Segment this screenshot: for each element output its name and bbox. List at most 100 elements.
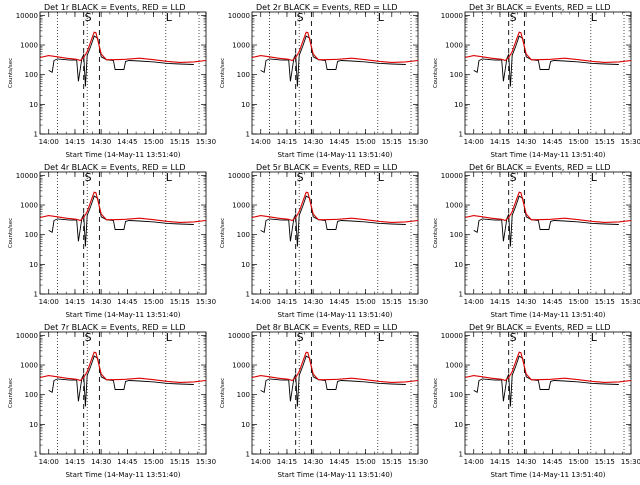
x-tick-label: 15:15: [382, 138, 402, 146]
plot-frame: [464, 11, 632, 135]
x-tick-label: 14:15: [490, 458, 510, 466]
top-marker-s: S: [297, 331, 304, 344]
y-tick-label: 1000: [20, 362, 38, 370]
y-axis-label: Counts/sec: [433, 58, 439, 88]
plot-frame: [251, 171, 419, 295]
x-tick-label: 15:30: [196, 138, 216, 146]
x-axis-label: Start Time (14-May-11 13:51:40): [490, 311, 605, 319]
x-tick-label: 14:45: [542, 298, 562, 306]
y-tick-label: 10000: [228, 172, 250, 180]
y-tick-label: 10: [454, 101, 463, 109]
x-tick-label: 14:30: [91, 458, 111, 466]
plot-frame: [251, 331, 419, 455]
panel-title: Det 6r BLACK = Events, RED = LLD: [469, 163, 611, 172]
y-axis-label: Counts/sec: [8, 218, 14, 248]
x-tick-label: 15:30: [196, 298, 216, 306]
top-marker-l: L: [591, 11, 598, 24]
y-tick-label: 1: [459, 131, 463, 139]
y-tick-label: 1000: [445, 42, 463, 50]
y-tick-label: 10000: [228, 332, 250, 340]
plot-frame: [39, 331, 207, 455]
panel-title: Det 8r BLACK = Events, RED = LLD: [256, 323, 398, 332]
y-tick-label: 10: [29, 421, 38, 429]
panel-det-3: Det 3r BLACK = Events, RED = LLD Counts/s…: [433, 3, 640, 159]
y-tick-label: 1: [34, 131, 38, 139]
top-marker-s: S: [510, 331, 517, 344]
x-tick-label: 15:00: [355, 458, 375, 466]
x-tick-label: 14:00: [39, 458, 59, 466]
y-tick-label: 1: [459, 291, 463, 299]
panel-det-1: Det 1r BLACK = Events, RED = LLD Counts/s…: [8, 3, 216, 159]
panel-det-2: Det 2r BLACK = Events, RED = LLD Counts/s…: [220, 3, 428, 159]
x-tick-label: 15:15: [170, 298, 190, 306]
x-tick-label: 15:30: [408, 298, 428, 306]
series-events-black: [473, 35, 619, 87]
series-lld-red: [39, 351, 207, 383]
top-marker-s: S: [85, 11, 92, 24]
y-tick-label: 1: [246, 291, 250, 299]
plot-frame: [464, 331, 632, 455]
x-axis-label: Start Time (14-May-11 13:51:40): [490, 151, 605, 159]
top-marker-s: S: [85, 331, 92, 344]
x-tick-label: 15:15: [382, 458, 402, 466]
top-marker-l: L: [166, 331, 173, 344]
x-tick-label: 14:30: [303, 138, 323, 146]
plot-frame: [39, 11, 207, 135]
y-tick-label: 100: [25, 391, 38, 399]
x-tick-label: 14:15: [490, 298, 510, 306]
y-tick-label: 1: [34, 291, 38, 299]
x-tick-label: 14:00: [251, 138, 271, 146]
top-marker-l: L: [166, 171, 173, 184]
y-axis-label: Counts/sec: [220, 58, 226, 88]
series-lld-red: [464, 351, 632, 383]
y-tick-label: 1: [459, 451, 463, 459]
y-tick-label: 10: [454, 421, 463, 429]
y-tick-label: 1: [246, 451, 250, 459]
series-lld-red: [251, 191, 419, 223]
x-tick-label: 14:15: [277, 138, 297, 146]
x-tick-label: 14:00: [39, 138, 59, 146]
top-marker-s: S: [510, 171, 517, 184]
x-tick-label: 14:15: [65, 138, 85, 146]
x-tick-label: 15:15: [382, 298, 402, 306]
series-events-black: [48, 35, 194, 87]
x-tick-label: 14:30: [516, 458, 536, 466]
x-tick-label: 14:15: [277, 458, 297, 466]
y-tick-label: 10000: [441, 12, 463, 20]
x-tick-label: 15:00: [143, 458, 163, 466]
x-tick-label: 14:00: [251, 298, 271, 306]
x-tick-label: 15:30: [621, 458, 640, 466]
top-marker-s: S: [297, 171, 304, 184]
x-tick-label: 14:30: [91, 298, 111, 306]
series-lld-red: [464, 191, 632, 223]
x-axis-label: Start Time (14-May-11 13:51:40): [277, 311, 392, 319]
y-tick-label: 10: [241, 101, 250, 109]
y-axis-label: Counts/sec: [433, 218, 439, 248]
x-tick-label: 14:30: [91, 138, 111, 146]
x-tick-label: 14:00: [464, 298, 484, 306]
x-axis-label: Start Time (14-May-11 13:51:40): [65, 311, 180, 319]
x-tick-label: 14:45: [117, 298, 137, 306]
y-tick-label: 10: [241, 421, 250, 429]
y-tick-label: 10000: [16, 12, 38, 20]
x-axis-label: Start Time (14-May-11 13:51:40): [277, 471, 392, 479]
x-tick-label: 14:15: [65, 298, 85, 306]
y-tick-label: 10000: [16, 172, 38, 180]
top-marker-s: S: [85, 171, 92, 184]
y-axis-label: Counts/sec: [8, 378, 14, 408]
x-tick-label: 15:15: [595, 138, 615, 146]
x-tick-label: 15:15: [595, 298, 615, 306]
series-events-black: [260, 35, 406, 87]
panel-det-4: Det 4r BLACK = Events, RED = LLD Counts/s…: [8, 163, 216, 319]
y-tick-label: 1: [34, 451, 38, 459]
x-tick-label: 14:30: [303, 458, 323, 466]
x-tick-label: 14:15: [277, 298, 297, 306]
y-tick-label: 1000: [232, 42, 250, 50]
x-tick-label: 14:30: [516, 298, 536, 306]
x-tick-label: 15:15: [170, 458, 190, 466]
panel-det-8: Det 8r BLACK = Events, RED = LLD Counts/s…: [220, 323, 428, 479]
x-tick-label: 14:30: [516, 138, 536, 146]
top-marker-s: S: [510, 11, 517, 24]
